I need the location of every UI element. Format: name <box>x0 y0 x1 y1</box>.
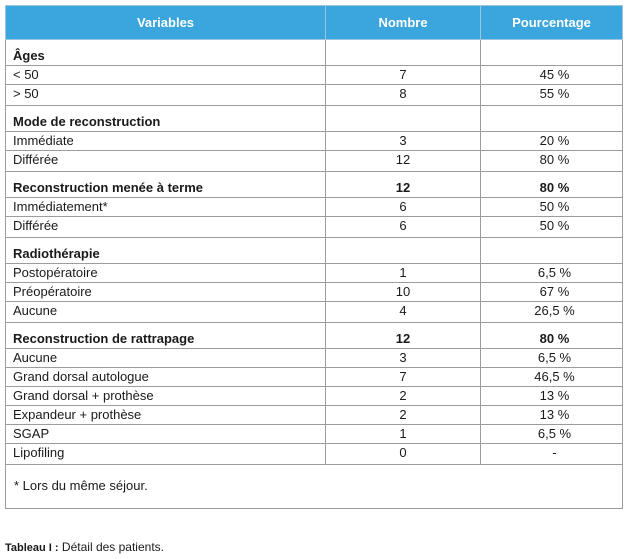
header-variables: Variables <box>5 5 326 40</box>
row-label: Grand dorsal + prothèse <box>5 386 326 406</box>
group-title-percent: 80 % <box>480 322 623 349</box>
row-count: 1 <box>325 263 481 283</box>
row-percent: 55 % <box>480 84 623 106</box>
table-row: Aucune 4 26,5 % <box>5 301 623 323</box>
table-row: Expandeur + prothèse 2 13 % <box>5 405 623 425</box>
group-title-row: Radiothérapie <box>5 237 623 264</box>
row-count: 10 <box>325 282 481 302</box>
row-count: 3 <box>325 348 481 368</box>
row-percent: 50 % <box>480 197 623 217</box>
table-row: Immédiatement* 6 50 % <box>5 197 623 217</box>
group-title-percent <box>480 39 623 66</box>
group-title-row: Reconstruction de rattrapage 12 80 % <box>5 322 623 349</box>
table-row: > 50 8 55 % <box>5 84 623 106</box>
group-title: Reconstruction de rattrapage <box>5 322 326 349</box>
row-percent: 50 % <box>480 216 623 238</box>
row-count: 1 <box>325 424 481 444</box>
row-percent: 80 % <box>480 150 623 172</box>
row-label: Immédiatement* <box>5 197 326 217</box>
row-count: 4 <box>325 301 481 323</box>
row-percent: 13 % <box>480 386 623 406</box>
group-title-percent <box>480 105 623 132</box>
group-title-count: 12 <box>325 171 481 198</box>
header-pourcentage: Pourcentage <box>480 5 623 40</box>
table-row: Différée 12 80 % <box>5 150 623 172</box>
table-row: Grand dorsal + prothèse 2 13 % <box>5 386 623 406</box>
table-row: Différée 6 50 % <box>5 216 623 238</box>
table-caption: Tableau I : Détail des patients. <box>5 540 164 554</box>
row-count: 0 <box>325 443 481 465</box>
group-title: Radiothérapie <box>5 237 326 264</box>
row-label: Postopératoire <box>5 263 326 283</box>
caption-label: Tableau I : <box>5 542 59 554</box>
group-title-count: 12 <box>325 322 481 349</box>
row-label: Aucune <box>5 348 326 368</box>
group-title-count <box>325 39 481 66</box>
row-count: 7 <box>325 65 481 85</box>
row-percent: 13 % <box>480 405 623 425</box>
row-label: Différée <box>5 216 326 238</box>
group-title-row: Âges <box>5 39 623 66</box>
group-title: Âges <box>5 39 326 66</box>
row-percent: 6,5 % <box>480 263 623 283</box>
table-header: Variables Nombre Pourcentage <box>5 5 623 40</box>
header-nombre: Nombre <box>325 5 481 40</box>
row-label: Expandeur + prothèse <box>5 405 326 425</box>
row-label: Lipofiling <box>5 443 326 465</box>
group-radiotherapie: Radiothérapie Postopératoire 1 6,5 % Pré… <box>5 237 623 323</box>
row-count: 6 <box>325 197 481 217</box>
table-row: Postopératoire 1 6,5 % <box>5 263 623 283</box>
row-label: Différée <box>5 150 326 172</box>
row-count: 6 <box>325 216 481 238</box>
table-footnote-section: * Lors du même séjour. <box>5 464 623 509</box>
row-count: 8 <box>325 84 481 106</box>
table-row: Préopératoire 10 67 % <box>5 282 623 302</box>
row-label: Préopératoire <box>5 282 326 302</box>
row-percent: 26,5 % <box>480 301 623 323</box>
row-label: Immédiate <box>5 131 326 151</box>
patient-table-wrapper: Variables Nombre Pourcentage Âges < 50 7… <box>5 5 623 509</box>
row-percent: 6,5 % <box>480 348 623 368</box>
group-title-percent: 80 % <box>480 171 623 198</box>
group-title-row: Reconstruction menée à terme 12 80 % <box>5 171 623 198</box>
group-title: Reconstruction menée à terme <box>5 171 326 198</box>
row-count: 3 <box>325 131 481 151</box>
group-title-count <box>325 237 481 264</box>
row-label: Grand dorsal autologue <box>5 367 326 387</box>
table-row: Grand dorsal autologue 7 46,5 % <box>5 367 623 387</box>
group-title: Mode de reconstruction <box>5 105 326 132</box>
footnote-row: * Lors du même séjour. <box>5 464 623 509</box>
row-label: < 50 <box>5 65 326 85</box>
caption-text: Détail des patients. <box>58 540 164 554</box>
group-reconstruction-rattrapage: Reconstruction de rattrapage 12 80 % Auc… <box>5 322 623 465</box>
table-row: Lipofiling 0 - <box>5 443 623 465</box>
row-percent: 20 % <box>480 131 623 151</box>
row-label: SGAP <box>5 424 326 444</box>
footnote-text: * Lors du même séjour. <box>5 464 623 509</box>
group-ages: Âges < 50 7 45 % > 50 8 55 % <box>5 39 623 106</box>
group-title-row: Mode de reconstruction <box>5 105 623 132</box>
table-row: Immédiate 3 20 % <box>5 131 623 151</box>
group-reconstruction-terme: Reconstruction menée à terme 12 80 % Imm… <box>5 171 623 238</box>
header-row: Variables Nombre Pourcentage <box>5 5 623 40</box>
group-title-count <box>325 105 481 132</box>
row-label: Aucune <box>5 301 326 323</box>
table-row: < 50 7 45 % <box>5 65 623 85</box>
row-percent: 46,5 % <box>480 367 623 387</box>
row-percent: 45 % <box>480 65 623 85</box>
patient-details-table: Variables Nombre Pourcentage Âges < 50 7… <box>5 5 623 509</box>
row-label: > 50 <box>5 84 326 106</box>
row-count: 12 <box>325 150 481 172</box>
row-percent: - <box>480 443 623 465</box>
group-mode-reconstruction: Mode de reconstruction Immédiate 3 20 % … <box>5 105 623 172</box>
row-count: 2 <box>325 386 481 406</box>
table-row: SGAP 1 6,5 % <box>5 424 623 444</box>
group-title-percent <box>480 237 623 264</box>
table-row: Aucune 3 6,5 % <box>5 348 623 368</box>
row-count: 7 <box>325 367 481 387</box>
row-percent: 67 % <box>480 282 623 302</box>
row-count: 2 <box>325 405 481 425</box>
row-percent: 6,5 % <box>480 424 623 444</box>
